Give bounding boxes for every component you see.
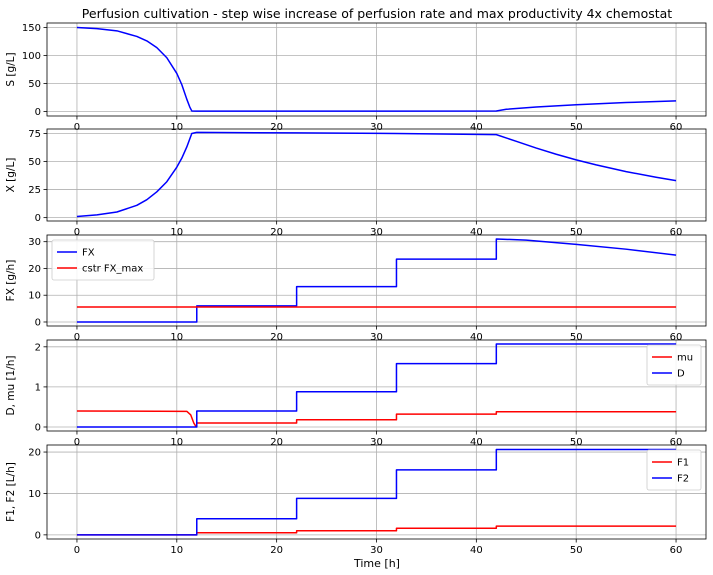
legend: FX cstr FX_max <box>51 239 155 281</box>
y-axis-label: FX [g/h] <box>5 260 17 302</box>
legend-label: F2 <box>677 474 689 485</box>
x-tick-label: 0 <box>74 227 80 238</box>
x-tick-label: 20 <box>270 227 283 238</box>
y-tick-label: 20 <box>28 448 41 459</box>
legend-label: F1 <box>677 458 689 469</box>
legend-label: mu <box>677 353 693 364</box>
series-line-fx <box>76 238 677 323</box>
x-tick-label: 10 <box>170 227 183 238</box>
x-tick-label: 20 <box>270 122 283 133</box>
subplot-4: 0 10 20 30 40 50 60 0 1 2 D, mu [1/h] mu D <box>5 339 707 448</box>
y-tick-label: 150 <box>22 23 41 34</box>
y-tick-label: 25 <box>28 185 41 196</box>
x-tick-label: 50 <box>570 122 583 133</box>
x-tick-label: 10 <box>170 437 183 448</box>
x-tick-label: 30 <box>370 545 383 556</box>
x-tick-label: 50 <box>570 437 583 448</box>
y-tick-label: 50 <box>28 79 41 90</box>
legend-box <box>646 344 702 386</box>
x-tick-label: 0 <box>74 122 80 133</box>
x-tick-label: 60 <box>670 122 683 133</box>
x-tick-label: 50 <box>570 332 583 343</box>
x-tick-label: 60 <box>670 545 683 556</box>
x-tick-label: 20 <box>270 545 283 556</box>
series-line-d <box>76 343 677 428</box>
y-tick-label: 0 <box>35 422 41 433</box>
x-tick-label: 40 <box>470 545 483 556</box>
x-tick-label: 10 <box>170 122 183 133</box>
subplot-1: 0 10 20 30 40 50 60 0 50 100 150 S [g/L] <box>5 22 707 133</box>
x-tick-label: 0 <box>74 545 80 556</box>
x-tick-label: 10 <box>170 545 183 556</box>
y-axis-label: D, mu [1/h] <box>5 355 17 415</box>
y-tick-label: 75 <box>28 129 41 140</box>
y-tick-label: 30 <box>28 237 41 248</box>
x-tick-label: 40 <box>470 122 483 133</box>
x-tick-label: 60 <box>670 437 683 448</box>
x-tick-label: 30 <box>370 122 383 133</box>
figure-title: Perfusion cultivation - step wise increa… <box>82 6 673 21</box>
x-tick-label: 30 <box>370 332 383 343</box>
x-tick-label: 10 <box>170 332 183 343</box>
legend: mu D <box>646 344 702 386</box>
legend-label: FX <box>82 248 95 259</box>
series-line-1 <box>76 26 677 112</box>
subplot-3: 0 10 20 30 40 50 60 0 10 20 30 FX [g/h] FX cstr FX_ma… <box>5 234 707 343</box>
y-tick-label: 0 <box>35 107 41 118</box>
y-tick-label: 2 <box>35 342 41 353</box>
x-tick-label: 60 <box>670 227 683 238</box>
series-line-f2 <box>76 448 677 536</box>
series-line-1 <box>76 131 677 218</box>
y-tick-label: 100 <box>22 51 41 62</box>
y-tick-label: 20 <box>28 264 41 275</box>
y-axis-label: X [g/L] <box>5 158 17 193</box>
x-axis-label: Time [h] <box>353 557 400 570</box>
y-axis-label: F1, F2 [L/h] <box>5 462 17 522</box>
x-tick-label: 0 <box>74 332 80 343</box>
x-tick-label: 50 <box>570 227 583 238</box>
x-tick-label: 20 <box>270 437 283 448</box>
series-line-mu <box>76 410 677 427</box>
legend-box <box>51 239 155 281</box>
legend-label: D <box>677 369 685 380</box>
x-tick-label: 30 <box>370 227 383 238</box>
y-tick-label: 0 <box>35 317 41 328</box>
x-tick-label: 0 <box>74 437 80 448</box>
legend-label: cstr FX_max <box>82 264 143 275</box>
y-tick-label: 0 <box>35 530 41 541</box>
y-tick-label: 1 <box>35 382 41 393</box>
legend-box <box>646 449 702 491</box>
subplot-2: 0 10 20 30 40 50 60 0 25 50 75 X [g/L] <box>5 128 707 238</box>
y-axis-label: S [g/L] <box>5 52 17 86</box>
x-tick-label: 40 <box>470 227 483 238</box>
x-tick-label: 40 <box>470 332 483 343</box>
y-tick-label: 50 <box>28 157 41 168</box>
x-tick-label: 60 <box>670 332 683 343</box>
x-tick-label: 50 <box>570 545 583 556</box>
x-tick-label: 20 <box>270 332 283 343</box>
y-tick-label: 10 <box>28 291 41 302</box>
x-tick-label: 40 <box>470 437 483 448</box>
y-tick-label: 0 <box>35 213 41 224</box>
y-tick-label: 10 <box>28 489 41 500</box>
x-tick-label: 30 <box>370 437 383 448</box>
